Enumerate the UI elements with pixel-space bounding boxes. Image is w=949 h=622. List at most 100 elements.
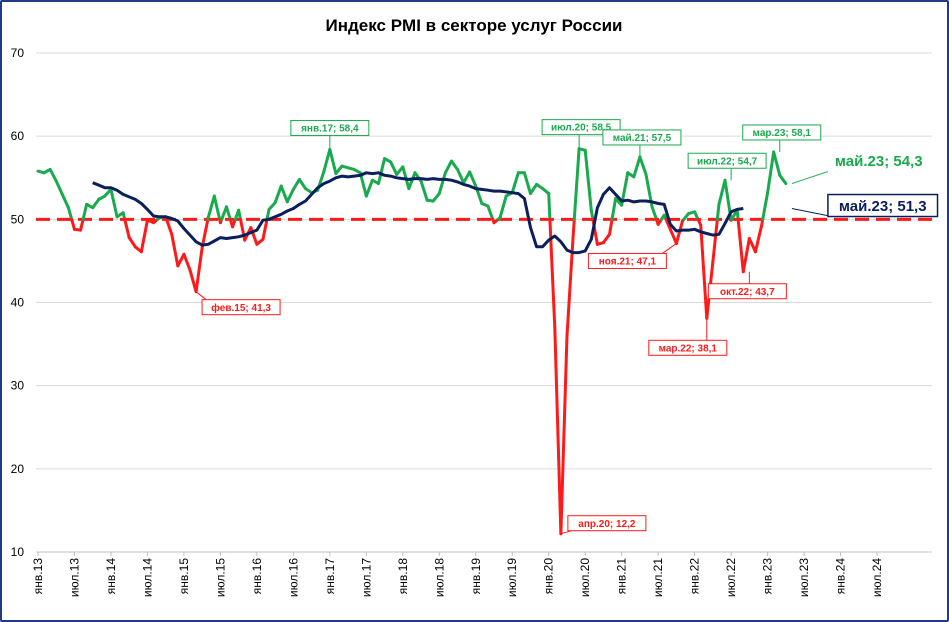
monthly-segment bbox=[449, 159, 460, 171]
x-tick-label: янв.18 bbox=[396, 558, 410, 595]
x-tick-label: июл.14 bbox=[140, 558, 154, 597]
monthly-segment bbox=[267, 201, 277, 211]
monthly-segment bbox=[91, 197, 101, 210]
x-tick-label: янв.14 bbox=[104, 558, 118, 595]
monthly-segment bbox=[54, 179, 64, 196]
annotation-box bbox=[567, 515, 647, 532]
x-tick-label: июл.22 bbox=[724, 558, 738, 597]
monthly-segment bbox=[462, 170, 472, 185]
monthly-segment bbox=[291, 177, 301, 191]
monthly-segment bbox=[364, 178, 374, 198]
series-lines bbox=[36, 147, 788, 536]
x-tick-label: июл.18 bbox=[432, 558, 446, 597]
monthly-segment bbox=[79, 217, 85, 232]
monthly-segment bbox=[736, 217, 745, 274]
monthly-segment bbox=[66, 206, 74, 221]
annotation-box bbox=[290, 119, 370, 136]
monthly-segment bbox=[212, 194, 222, 221]
annotation-label: май.21; 57,5 bbox=[613, 133, 672, 144]
monthly-segment bbox=[572, 147, 581, 221]
monthly-segment bbox=[711, 217, 719, 264]
annotation-leader bbox=[662, 243, 677, 254]
monthly-segment bbox=[468, 170, 478, 188]
monthly-segment bbox=[328, 147, 338, 176]
monthly-segment bbox=[589, 208, 595, 221]
y-tick-label: 10 bbox=[11, 545, 25, 559]
monthly-segment bbox=[334, 164, 344, 176]
x-tick-label: янв.15 bbox=[177, 558, 191, 595]
monthly-segment bbox=[139, 218, 149, 254]
monthly-segment bbox=[583, 148, 593, 212]
moving-average-line bbox=[92, 171, 744, 255]
monthly-segment bbox=[510, 171, 520, 195]
x-tick-label: июл.19 bbox=[505, 558, 519, 597]
monthly-segment bbox=[443, 159, 453, 175]
annotation-label: мар.22; 38,1 bbox=[659, 343, 718, 354]
x-tick-label: июл.16 bbox=[286, 558, 300, 597]
annotation-label: июл.22; 54,7 bbox=[697, 156, 758, 167]
monthly-segment bbox=[279, 184, 289, 204]
monthly-segment bbox=[456, 167, 466, 185]
y-tick-label: 40 bbox=[11, 296, 25, 310]
annotation-leader bbox=[195, 291, 207, 301]
annotation-label: апр.20; 12,2 bbox=[578, 519, 636, 530]
annotation-box bbox=[687, 152, 767, 169]
x-tick-label: июл.24 bbox=[870, 558, 884, 597]
monthly-segment bbox=[194, 246, 204, 294]
y-tick-label: 50 bbox=[11, 212, 25, 226]
annotation-label: июл.20; 58,5 bbox=[551, 123, 612, 134]
monthly-segment bbox=[650, 205, 658, 221]
annotation-label: фев.15; 41,3 bbox=[211, 302, 271, 314]
annotation-leader bbox=[791, 208, 833, 218]
annotation-label: мар.23; 58,1 bbox=[753, 128, 812, 139]
monthly-segment bbox=[285, 187, 295, 204]
x-tick-label: янв.17 bbox=[323, 558, 337, 595]
annotation-box bbox=[201, 299, 281, 316]
monthly-segment bbox=[638, 155, 648, 176]
monthly-segment bbox=[601, 232, 612, 245]
x-tick-label: янв.24 bbox=[834, 558, 848, 595]
monthly-segment bbox=[735, 208, 740, 221]
monthly-segment bbox=[632, 155, 642, 179]
monthly-segment bbox=[237, 208, 242, 221]
monthly-segment bbox=[753, 224, 764, 254]
monthly-segment bbox=[376, 157, 387, 186]
y-tick-label: 60 bbox=[11, 129, 25, 143]
monthly-segment bbox=[431, 192, 441, 203]
x-tick-label: янв.16 bbox=[250, 558, 264, 595]
monthly-segment bbox=[200, 217, 210, 250]
annotation-label: окт.22; 43,7 bbox=[720, 287, 775, 298]
annotations: янв.17; 58,4 фев.15; 41,3 июл.20; 58,5 апр.… bbox=[195, 119, 939, 535]
x-tick-label: июл.13 bbox=[67, 558, 81, 597]
monthly-segment bbox=[778, 173, 788, 186]
monthly-segment bbox=[261, 217, 269, 241]
x-tick-label: янв.21 bbox=[615, 558, 629, 595]
monthly-segment bbox=[265, 207, 271, 221]
monthly-segment bbox=[664, 217, 672, 231]
annotation-box bbox=[648, 339, 728, 356]
monthly-segment bbox=[668, 227, 678, 245]
monthly-segment bbox=[165, 217, 174, 236]
annotation-leader bbox=[791, 171, 829, 185]
monthly-segment bbox=[176, 252, 186, 268]
monthly-segment bbox=[528, 182, 539, 196]
monthly-segment bbox=[224, 205, 232, 221]
monthly-segment bbox=[741, 236, 751, 274]
x-tick-label: янв.20 bbox=[542, 558, 556, 595]
x-tick-label: июл.23 bbox=[797, 558, 811, 597]
monthly-segment bbox=[322, 147, 332, 174]
monthly-segment bbox=[182, 252, 192, 272]
monthly-segment bbox=[766, 150, 776, 195]
chart-title: Индекс PMI в секторе услуг России bbox=[326, 16, 623, 35]
x-axis-ticks: янв.13 июл.13 янв.14 июл.14 янв.15 июл.15 янв.… bbox=[31, 552, 884, 597]
monthly-segment bbox=[772, 150, 782, 177]
y-tick-label: 20 bbox=[11, 462, 25, 476]
monthly-segment bbox=[437, 171, 447, 196]
monthly-segment bbox=[170, 232, 180, 268]
monthly-segment bbox=[565, 236, 575, 339]
monthly-segment bbox=[419, 179, 429, 202]
monthly-segment bbox=[206, 194, 216, 220]
y-tick-label: 30 bbox=[11, 379, 25, 393]
